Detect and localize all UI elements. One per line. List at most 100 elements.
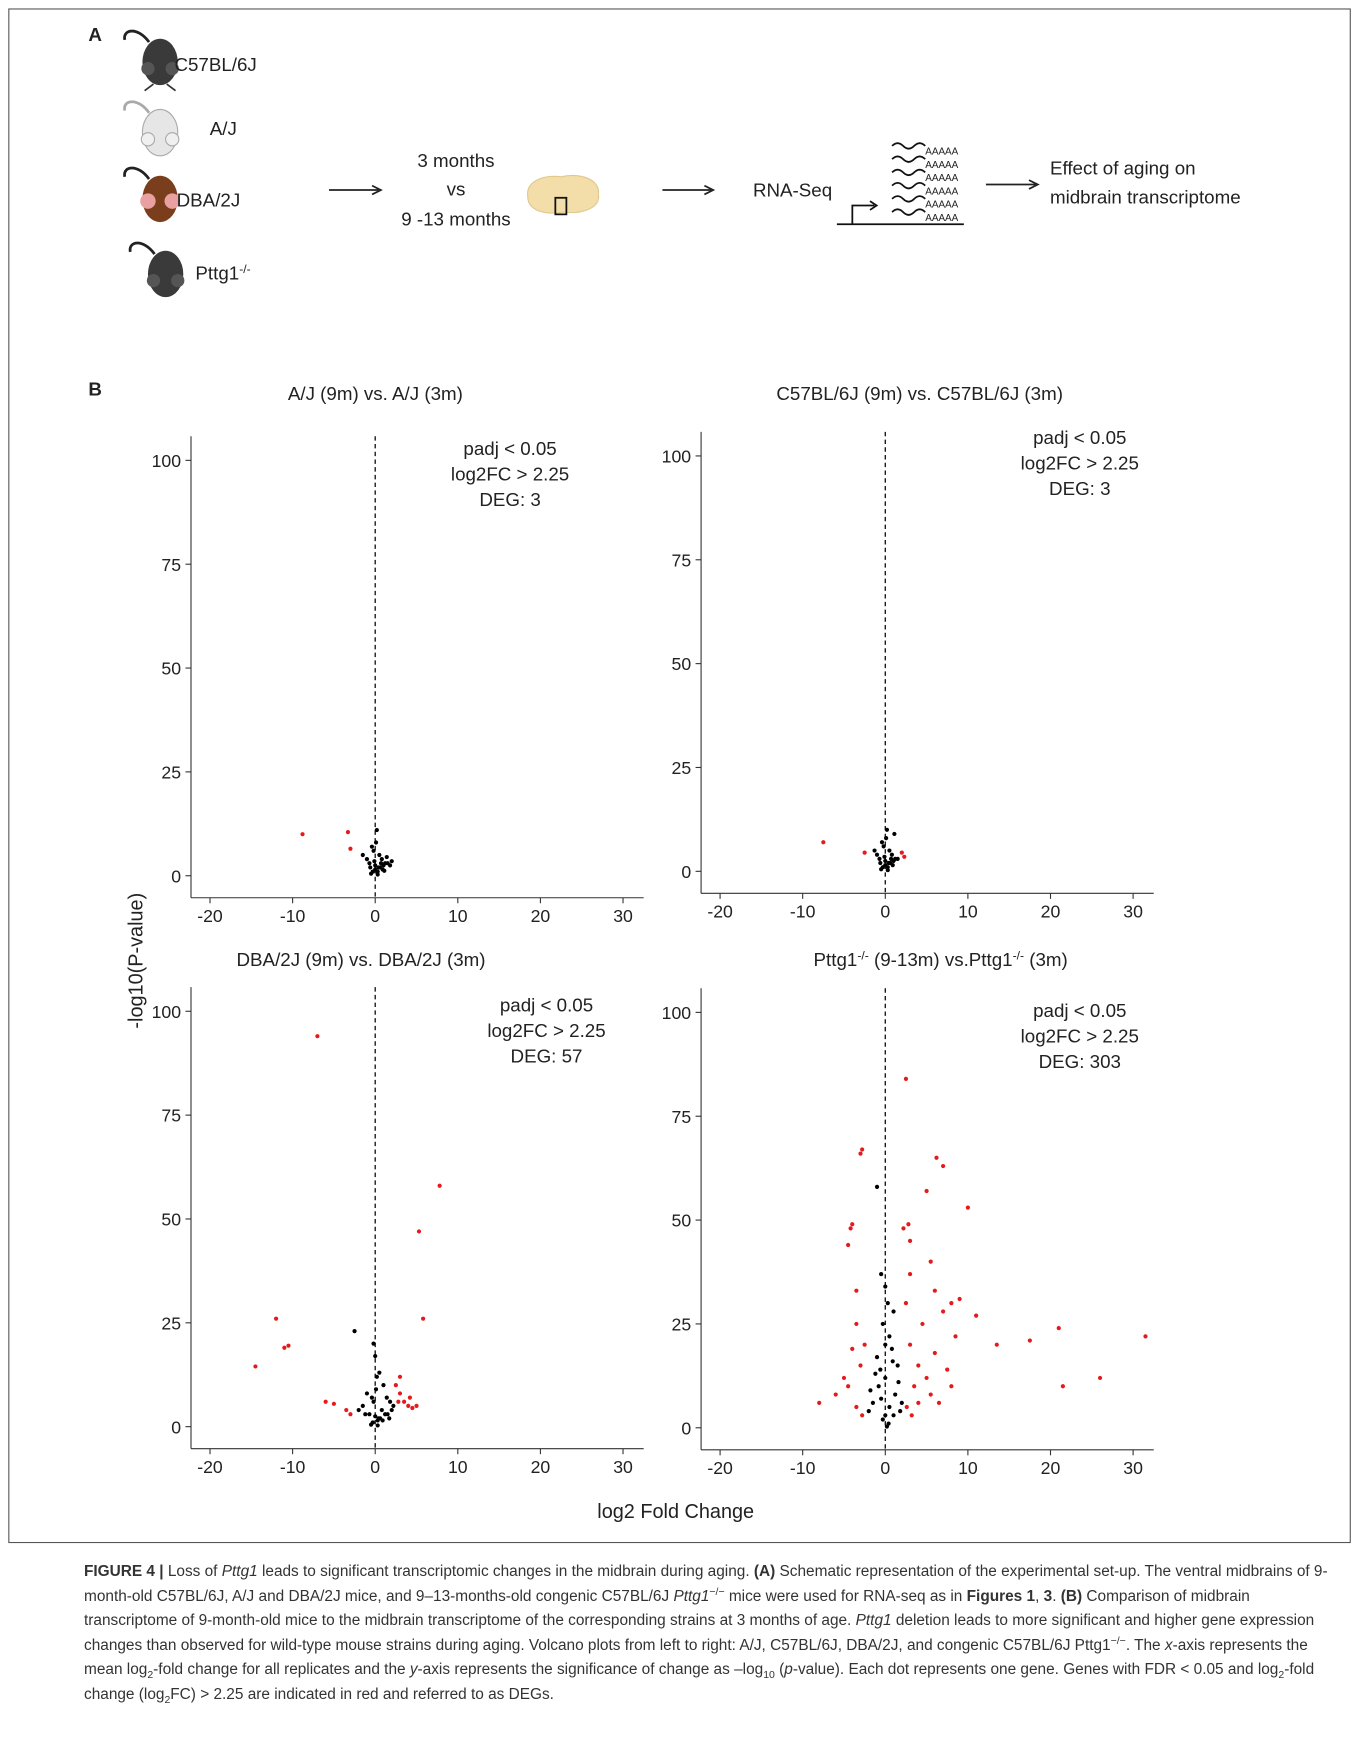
- gene-point: [364, 857, 370, 862]
- caption-text: .: [1052, 1587, 1061, 1605]
- gene-point: [387, 1416, 392, 1421]
- gene-point: [1143, 1334, 1148, 1339]
- panel-b: B -log10(P-value) log2 Fold Change 0 25 50…: [88, 378, 1154, 1523]
- gene-point: [887, 848, 892, 853]
- gene-point: [377, 1370, 382, 1375]
- title-superscript: -/-: [1013, 949, 1024, 963]
- comparison-text: vs: [447, 179, 466, 200]
- gene-point: [374, 827, 379, 833]
- gene-point: [372, 859, 377, 864]
- gene-point: [352, 1329, 357, 1334]
- title-text: (9-13m) vs.Pttg1: [869, 949, 1013, 970]
- caption-text: leads to significant transcriptomic chan…: [257, 1563, 754, 1580]
- gene-point: [903, 1076, 909, 1081]
- gene-point: [883, 858, 888, 864]
- gene-point: [886, 860, 891, 866]
- caption-text: -fold change (log: [84, 1661, 1315, 1703]
- gene-point: [902, 854, 907, 859]
- caption-bold: 3: [1043, 1587, 1053, 1605]
- caption-superscript: −/−: [709, 1585, 725, 1598]
- caption-bold: (A): [753, 1563, 776, 1580]
- y-tick-label: 25: [672, 1315, 692, 1335]
- y-axis-title: -log10(P-value): [125, 893, 147, 1029]
- caption-text: -fold change for all replicates and the: [153, 1661, 410, 1679]
- gene-point: [883, 1284, 888, 1289]
- gene-point: [378, 861, 384, 866]
- caption-text: -axis represents the mean log: [84, 1636, 1308, 1679]
- gene-point: [907, 1271, 913, 1277]
- gene-point: [375, 1423, 380, 1428]
- gene-point: [885, 1301, 890, 1306]
- chart-title: C57BL/6J (9m) vs. C57BL/6J (3m): [776, 383, 1063, 404]
- gene-point: [406, 1403, 411, 1408]
- gene-point: [348, 1412, 353, 1417]
- arrow-head: [371, 184, 383, 196]
- rna-seq-icon: [836, 142, 964, 226]
- gene-point: [884, 835, 889, 841]
- gene-point: [383, 861, 388, 866]
- gene-point: [924, 1375, 929, 1381]
- y-tick-label: 50: [672, 654, 692, 674]
- y-tick-label: 0: [681, 1418, 691, 1438]
- x-tick-label: 10: [958, 902, 978, 922]
- gene-point: [907, 1238, 913, 1243]
- x-tick-label: 30: [613, 906, 633, 926]
- chart-title: DBA/2J (9m) vs. DBA/2J (3m): [237, 949, 486, 970]
- gene-point: [893, 1392, 898, 1397]
- gene-point: [877, 856, 882, 861]
- gene-point: [870, 1400, 875, 1405]
- y-tick-label: 25: [672, 758, 692, 778]
- gene-point: [874, 852, 880, 857]
- gene-point: [389, 859, 394, 864]
- gene-point: [369, 1395, 375, 1400]
- x-tick-label: 0: [880, 902, 890, 922]
- gene-point: [895, 1363, 900, 1368]
- gene-point: [868, 1388, 873, 1393]
- gene-point: [380, 1418, 385, 1423]
- gene-point: [907, 1342, 913, 1347]
- gene-point: [253, 1364, 258, 1369]
- caption-italic: x: [1164, 1636, 1173, 1654]
- gene-point: [402, 1399, 407, 1404]
- gene-point: [1056, 1325, 1061, 1331]
- y-tick-label: 100: [152, 1002, 182, 1022]
- caption-italic: Pttg1: [855, 1612, 892, 1630]
- gene-point: [846, 1242, 851, 1248]
- title-text: Pttg1: [814, 949, 858, 970]
- y-tick-label: 0: [681, 862, 691, 882]
- brain-icon: [527, 174, 599, 214]
- annotation: padj < 0.05: [500, 994, 593, 1015]
- strain-label: C57BL/6J: [174, 54, 256, 75]
- gene-point: [932, 1350, 937, 1356]
- gene-point: [874, 1184, 880, 1189]
- gene-point: [286, 1343, 291, 1348]
- x-tick-label: -10: [280, 906, 306, 926]
- y-tick-label: 50: [161, 659, 181, 679]
- gene-point: [850, 1346, 855, 1351]
- gene-point: [397, 1374, 403, 1379]
- x-tick-label: -10: [790, 1458, 816, 1478]
- gene-point: [882, 854, 887, 859]
- caption-text: ,: [1035, 1587, 1044, 1605]
- caption-bold: FIGURE 4 |: [84, 1563, 164, 1580]
- outcome-text: Effect of aging on: [1050, 158, 1196, 179]
- y-tick-label: 100: [662, 447, 692, 467]
- y-tick-label: 25: [161, 763, 181, 783]
- gene-point: [878, 1367, 883, 1372]
- annotation: padj < 0.05: [1033, 427, 1126, 448]
- gene-point: [273, 1316, 279, 1321]
- gene-point: [899, 850, 904, 855]
- gene-point: [974, 1313, 979, 1318]
- strain-label: Pttg1-/-: [195, 262, 250, 284]
- mouse-icon: [123, 166, 180, 223]
- gene-point: [384, 1395, 389, 1400]
- annotation: log2FC > 2.25: [1021, 1025, 1139, 1046]
- x-tick-label: 20: [1041, 902, 1061, 922]
- figure-border: [8, 8, 1351, 1544]
- x-tick-label: -20: [707, 902, 733, 922]
- gene-point: [371, 1341, 376, 1346]
- gene-point: [344, 1407, 349, 1413]
- x-tick-label: 10: [958, 1458, 978, 1478]
